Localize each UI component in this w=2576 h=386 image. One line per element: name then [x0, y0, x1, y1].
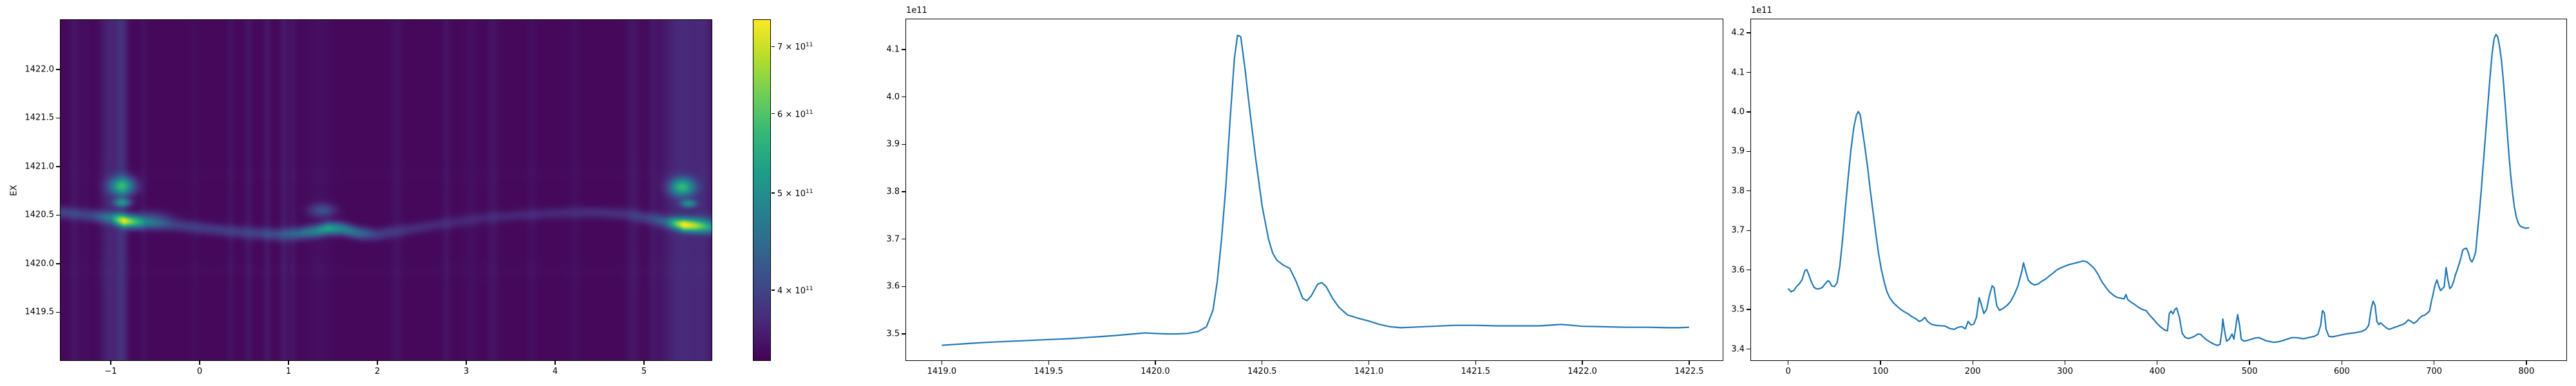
spectrum-zoom-x-tick-label: 1419.0 — [927, 367, 957, 376]
colorbar-tick-mark — [772, 46, 775, 47]
spectrum-full-y-tick-mark — [1747, 151, 1750, 152]
heatmap-y-tick-mark — [56, 311, 60, 313]
spectrum-zoom-plot — [942, 34, 1689, 346]
spectrum-full-y-tick-mark — [1747, 230, 1750, 231]
spectrum-full-y-tick-label: 3.6 — [1731, 265, 1745, 275]
spectrum-full-x-tick-label: 0 — [1785, 367, 1791, 376]
heatmap-y-tick-label: 1421.5 — [24, 113, 55, 123]
spectrum-full-x-tick-label: 800 — [2518, 367, 2535, 376]
spectrum-zoom-y-tick-label: 3.7 — [886, 234, 900, 244]
spectrum-zoom-x-tick-mark — [1475, 361, 1476, 365]
spectrum-full-y-tick-label: 3.4 — [1731, 344, 1745, 354]
spectrum-zoom-y-tick-mark — [902, 143, 905, 145]
heatmap-image — [60, 19, 712, 361]
spectrum-zoom-x-tick-label: 1421.0 — [1354, 367, 1384, 376]
spectrum-zoom-y-tick-label: 4.0 — [886, 92, 900, 102]
spectrum-full-y-tick-mark — [1747, 71, 1750, 73]
spectrum-zoom-x-tick-label: 1420.0 — [1141, 367, 1170, 376]
spectrum-zoom-y-tick-mark — [902, 191, 905, 192]
spectrum-zoom-line-series — [942, 34, 1689, 346]
spectrum-full-x-tick-label: 200 — [1964, 367, 1981, 376]
heatmap-x-tick-mark — [643, 361, 645, 365]
spectrum-zoom-y-tick-label: 4.1 — [886, 44, 900, 55]
offset-label-1e11: 1e11 — [906, 6, 927, 15]
spectrum-zoom-x-tick-label: 1421.5 — [1461, 367, 1491, 376]
spectrum-zoom-x-tick-label: 1419.5 — [1034, 367, 1063, 376]
spectrum-zoom-y-tick-label: 3.8 — [886, 187, 900, 197]
spectrum-zoom-x-tick-mark — [1048, 361, 1049, 365]
spectrum-zoom-x-tick-mark — [1368, 361, 1370, 365]
spectrum-full-y-tick-mark — [1747, 32, 1750, 33]
colorbar-tick-mark — [772, 113, 775, 115]
colorbar-tick-label: 6 × 1011 — [777, 109, 813, 120]
spectrum-full-y-tick-label: 3.8 — [1731, 186, 1745, 196]
spectrum-full-y-tick-label: 3.9 — [1731, 146, 1745, 156]
spectrum-full-line-series — [1787, 33, 2530, 347]
colorbar-tick-label: 7 × 1011 — [777, 42, 813, 53]
spectrum-zoom-y-tick-mark — [902, 49, 905, 50]
spectrum-full-y-tick-label: 3.7 — [1731, 225, 1745, 235]
heatmap-y-tick-label: 1420.5 — [24, 210, 55, 220]
heatmap-x-tick-label: 1 — [285, 367, 292, 376]
spectrum-full-x-tick-label: 300 — [2057, 367, 2073, 376]
heatmap-y-tick-mark — [56, 214, 60, 216]
colorbar — [753, 19, 771, 361]
spectrum-zoom-y-tick-mark — [902, 286, 905, 287]
heatmap-y-tick-mark — [56, 166, 60, 167]
heatmap-x-tick-mark — [554, 361, 556, 365]
heatmap-y-tick-label: 1422.0 — [24, 64, 55, 75]
spectrum-zoom-x-tick-label: 1420.5 — [1247, 367, 1277, 376]
colorbar-tick-label: 5 × 1011 — [777, 188, 813, 199]
colorbar-tick-mark — [772, 192, 775, 194]
heatmap-x-tick-label: 2 — [374, 367, 381, 376]
heatmap-x-tick-label: 5 — [641, 367, 647, 376]
heatmap-x-tick-label: 3 — [463, 367, 469, 376]
spectrum-full-y-tick-label: 3.5 — [1731, 304, 1745, 315]
spectrum-zoom-y-tick-label: 3.9 — [886, 139, 900, 149]
heatmap-x-tick-label: 0 — [196, 367, 203, 376]
spectrum-full-y-tick-label: 4.0 — [1731, 107, 1745, 117]
spectrum-full-y-tick-label: 4.2 — [1731, 28, 1745, 38]
spectrum-full-y-tick-mark — [1747, 111, 1750, 113]
spectrum-full-x-tick-label: 700 — [2426, 367, 2443, 376]
spectrum-full-x-tick-label: 600 — [2333, 367, 2350, 376]
heatmap-y-tick-mark — [56, 263, 60, 264]
spectrum-zoom-y-tick-mark — [902, 333, 905, 335]
heatmap-x-tick-mark — [110, 361, 111, 365]
spectrum-full-x-tick-label: 500 — [2241, 367, 2258, 376]
spectrum-zoom-y-tick-mark — [902, 96, 905, 98]
heatmap-x-tick-label: 4 — [552, 367, 558, 376]
heatmap-x-tick-label: −1 — [104, 367, 117, 376]
heatmap-x-tick-mark — [199, 361, 200, 365]
spectrum-full-x-tick-label: 100 — [1872, 367, 1889, 376]
spectrum-full-plot — [1787, 33, 2530, 347]
spectrum-full-y-tick-label: 4.1 — [1731, 68, 1745, 78]
spectrum-zoom-y-tick-label: 3.6 — [886, 281, 900, 291]
spectrum-full-y-tick-mark — [1747, 190, 1750, 192]
heatmap-y-tick-label: 1421.0 — [24, 161, 55, 172]
spectrum-zoom-y-tick-label: 3.5 — [886, 329, 900, 339]
spectrum-zoom-x-tick-label: 1422.5 — [1674, 367, 1704, 376]
spectrum-full-x-tick-label: 400 — [2149, 367, 2166, 376]
heatmap-y-tick-label: 1420.0 — [24, 259, 55, 269]
offset-label-1e11: 1e11 — [1751, 6, 1772, 15]
heatmap-x-tick-mark — [288, 361, 289, 365]
spectrum-zoom-x-tick-label: 1422.0 — [1567, 367, 1597, 376]
heatmap-ylabel: EX — [9, 184, 19, 196]
colorbar-tick-label: 4 × 1011 — [777, 285, 813, 297]
heatmap-y-tick-label: 1419.5 — [24, 307, 55, 317]
